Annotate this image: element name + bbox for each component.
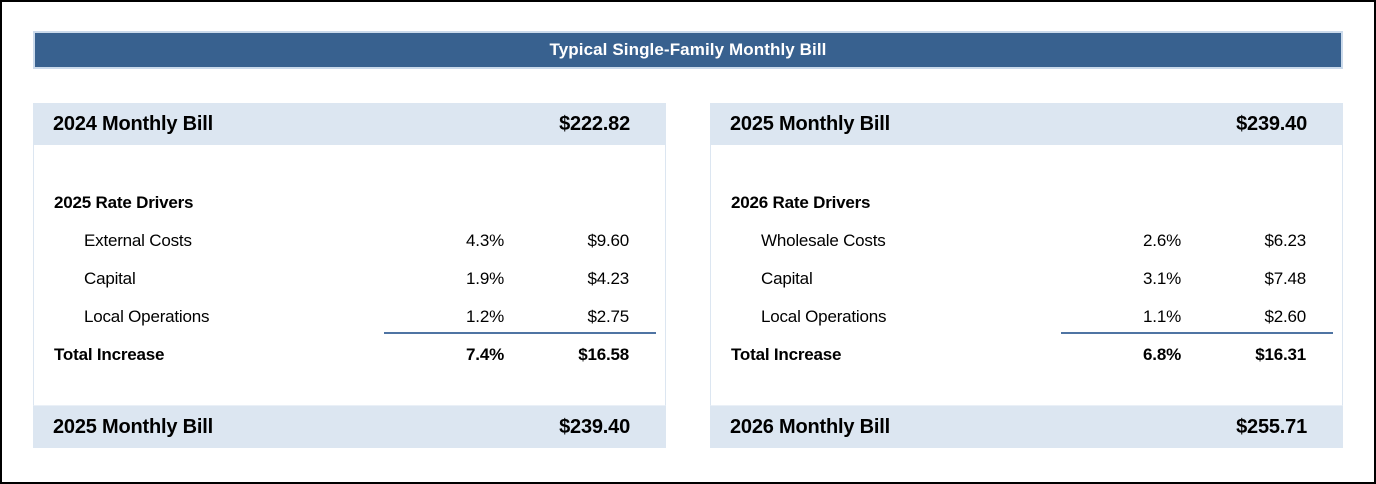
driver-amount: $9.60 — [504, 231, 629, 251]
driver-label: Capital — [34, 269, 414, 289]
rate-drivers-heading: 2026 Rate Drivers — [711, 184, 1342, 222]
header-bill-amount: $222.82 — [559, 113, 630, 136]
total-label: Total Increase — [711, 345, 1091, 365]
total-percent: 6.8% — [1091, 345, 1181, 365]
footer-bill-label: 2026 Monthly Bill — [730, 416, 890, 439]
driver-label: Local Operations — [711, 307, 1091, 327]
total-rule — [384, 332, 656, 334]
footer-bill-label: 2025 Monthly Bill — [53, 416, 213, 439]
panel-footer-band: 2026 Monthly Bill $255.71 — [710, 406, 1343, 448]
panel-body: 2026 Rate Drivers Wholesale Costs 2.6% $… — [710, 145, 1343, 406]
page-title: Typical Single-Family Monthly Bill — [549, 40, 826, 60]
panel-2026-increase: 2025 Monthly Bill $239.40 2026 Rate Driv… — [710, 103, 1343, 448]
driver-row: Local Operations 1.2% $2.75 — [34, 298, 665, 336]
driver-label: External Costs — [34, 231, 414, 251]
driver-row: Local Operations 1.1% $2.60 — [711, 298, 1342, 336]
panel-2025-increase: 2024 Monthly Bill $222.82 2025 Rate Driv… — [33, 103, 666, 448]
driver-percent: 3.1% — [1091, 269, 1181, 289]
header-bill-amount: $239.40 — [1236, 113, 1307, 136]
footer-bill-amount: $255.71 — [1236, 416, 1307, 439]
total-percent: 7.4% — [414, 345, 504, 365]
driver-label: Capital — [711, 269, 1091, 289]
driver-percent: 1.1% — [1091, 307, 1181, 327]
driver-row: External Costs 4.3% $9.60 — [34, 222, 665, 260]
driver-row: Capital 1.9% $4.23 — [34, 260, 665, 298]
monthly-bill-exhibit: Typical Single-Family Monthly Bill 2024 … — [0, 0, 1376, 484]
footer-bill-amount: $239.40 — [559, 416, 630, 439]
driver-amount: $2.75 — [504, 307, 629, 327]
total-amount: $16.58 — [504, 345, 629, 365]
driver-percent: 4.3% — [414, 231, 504, 251]
title-bar: Typical Single-Family Monthly Bill — [33, 31, 1343, 69]
panel-footer-band: 2025 Monthly Bill $239.40 — [33, 406, 666, 448]
driver-percent: 1.2% — [414, 307, 504, 327]
driver-amount: $7.48 — [1181, 269, 1306, 289]
total-rule — [1061, 332, 1333, 334]
driver-amount: $2.60 — [1181, 307, 1306, 327]
panel-header-band: 2025 Monthly Bill $239.40 — [710, 103, 1343, 145]
total-row: Total Increase 7.4% $16.58 — [34, 336, 665, 374]
driver-label: Wholesale Costs — [711, 231, 1091, 251]
driver-label: Local Operations — [34, 307, 414, 327]
driver-row: Capital 3.1% $7.48 — [711, 260, 1342, 298]
driver-percent: 2.6% — [1091, 231, 1181, 251]
total-amount: $16.31 — [1181, 345, 1306, 365]
driver-percent: 1.9% — [414, 269, 504, 289]
rate-drivers-heading: 2025 Rate Drivers — [34, 184, 665, 222]
panel-header-band: 2024 Monthly Bill $222.82 — [33, 103, 666, 145]
driver-amount: $6.23 — [1181, 231, 1306, 251]
panel-body: 2025 Rate Drivers External Costs 4.3% $9… — [33, 145, 666, 406]
driver-row: Wholesale Costs 2.6% $6.23 — [711, 222, 1342, 260]
total-row: Total Increase 6.8% $16.31 — [711, 336, 1342, 374]
driver-amount: $4.23 — [504, 269, 629, 289]
header-bill-label: 2025 Monthly Bill — [730, 113, 890, 136]
total-label: Total Increase — [34, 345, 414, 365]
header-bill-label: 2024 Monthly Bill — [53, 113, 213, 136]
